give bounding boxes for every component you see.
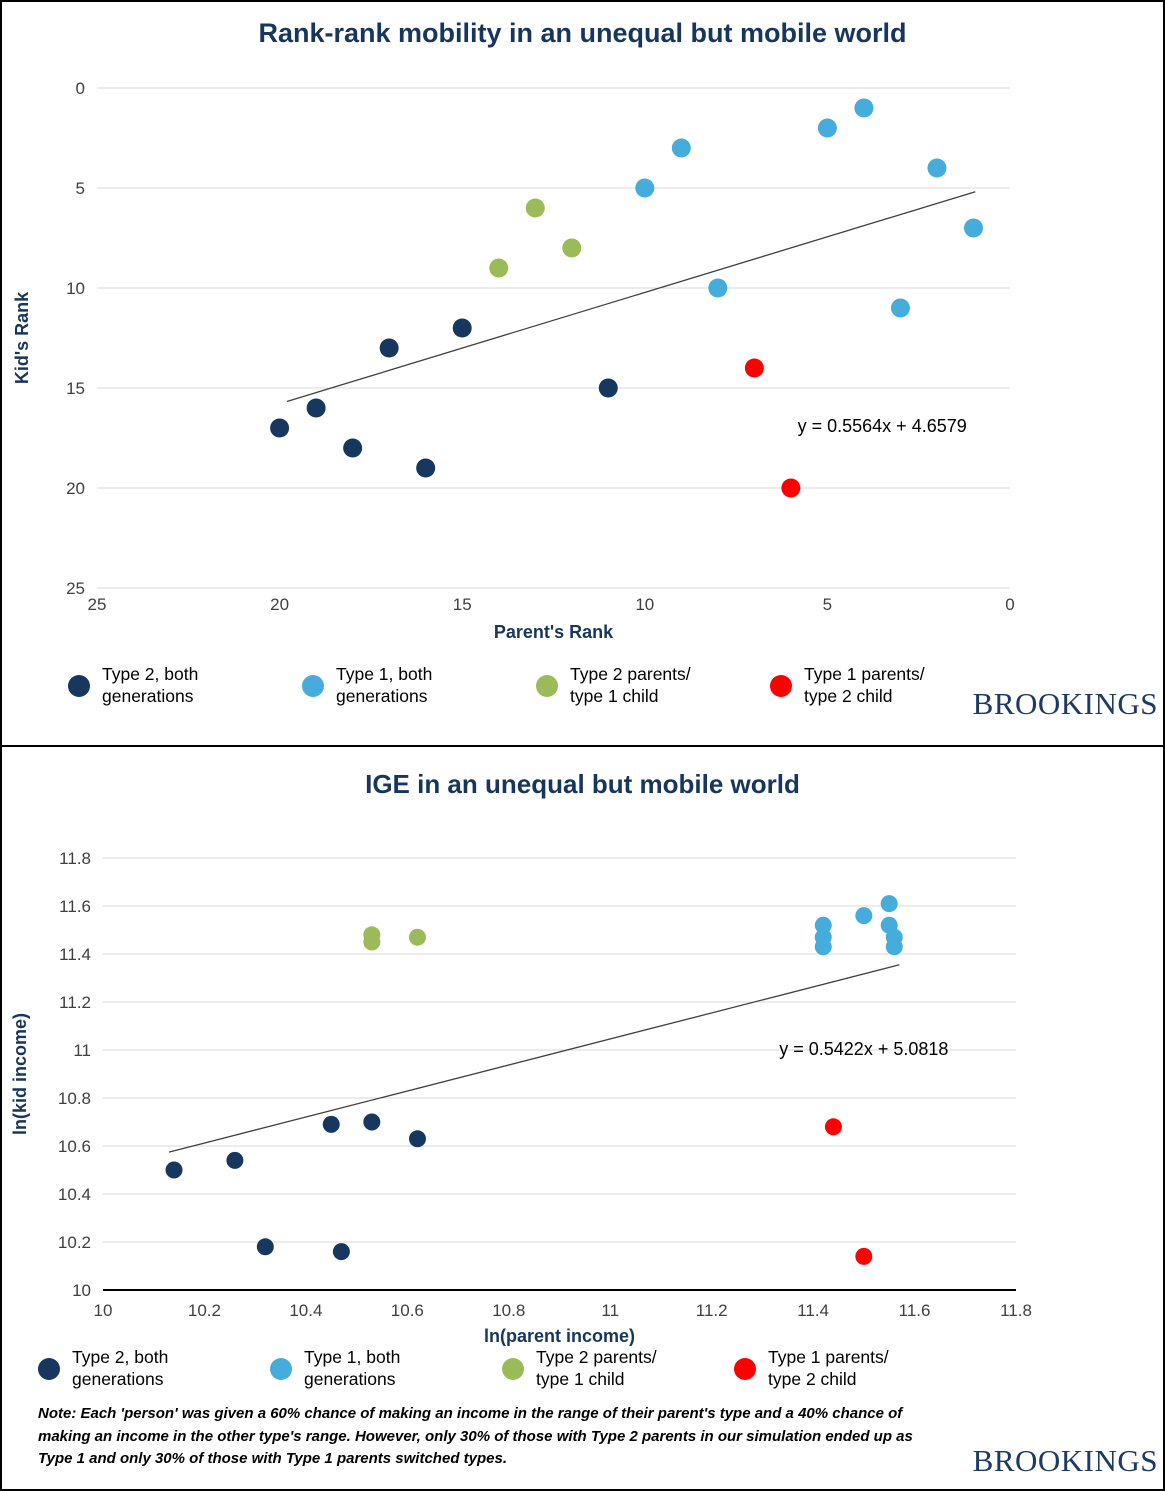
type1-dot-icon bbox=[270, 1357, 292, 1380]
svg-text:10.4: 10.4 bbox=[289, 1301, 322, 1320]
ige-chart-panel: IGE in an unequal but mobile world 10 10.… bbox=[0, 745, 1165, 1491]
type2-parents-dot-icon bbox=[536, 674, 558, 697]
legend-label: Type 2, both generations bbox=[72, 1347, 169, 1389]
type1-dot-icon bbox=[302, 674, 324, 697]
svg-text:11.2: 11.2 bbox=[696, 1301, 728, 1320]
svg-text:10: 10 bbox=[94, 1301, 113, 1320]
svg-text:10.8: 10.8 bbox=[492, 1301, 525, 1320]
svg-text:5: 5 bbox=[823, 595, 832, 614]
svg-text:11.2: 11.2 bbox=[59, 993, 91, 1012]
svg-text:25: 25 bbox=[66, 579, 85, 598]
svg-text:y = 0.5564x + 4.6579: y = 0.5564x + 4.6579 bbox=[798, 416, 967, 436]
svg-text:20: 20 bbox=[66, 479, 85, 498]
rank-mobility-chart-panel: Rank-rank mobility in an unequal but mob… bbox=[0, 0, 1165, 747]
legend-label: Type 1 parents/ type 2 child bbox=[804, 664, 925, 706]
legend-item-type1-both: Type 1, both generations bbox=[270, 1347, 446, 1391]
svg-text:Kid's Rank: Kid's Rank bbox=[12, 291, 32, 384]
svg-text:10: 10 bbox=[635, 595, 654, 614]
svg-text:0: 0 bbox=[1005, 595, 1014, 614]
svg-text:15: 15 bbox=[66, 379, 85, 398]
ige-scatter-chart: 10 10.2 10.4 10.6 10.8 11 11.2 11.4 11.6 11.8 10 10… bbox=[10, 849, 1032, 1346]
svg-text:11.8: 11.8 bbox=[59, 849, 91, 868]
type1-parents-dot-icon bbox=[770, 674, 792, 697]
type2-parents-dot-icon bbox=[502, 1357, 524, 1380]
svg-text:10.2: 10.2 bbox=[188, 1301, 221, 1320]
legend-label: Type 1, both generations bbox=[304, 1347, 401, 1389]
legend-item-type2-both: Type 2, both generations bbox=[68, 664, 244, 708]
legend-label: Type 1, both generations bbox=[336, 664, 433, 706]
svg-text:20: 20 bbox=[270, 595, 289, 614]
svg-text:11.4: 11.4 bbox=[797, 1301, 829, 1320]
legend-item-type1-both: Type 1, both generations bbox=[302, 664, 478, 708]
rank-chart-title: Rank-rank mobility in an unequal but mob… bbox=[258, 18, 907, 48]
legend-item-type2-parents: Type 2 parents/ type 1 child bbox=[536, 664, 712, 708]
ige-chart-title: IGE in an unequal but mobile world bbox=[365, 769, 800, 799]
legend-item-type2-both: Type 2, both generations bbox=[38, 1347, 214, 1391]
legend-label: Type 2 parents/ type 1 child bbox=[536, 1347, 657, 1389]
legend-label: Type 2, both generations bbox=[102, 664, 199, 706]
svg-text:11.8: 11.8 bbox=[1000, 1301, 1032, 1320]
svg-text:11.6: 11.6 bbox=[59, 897, 91, 916]
svg-text:15: 15 bbox=[453, 595, 472, 614]
legend: Type 2, both generations Type 1, both ge… bbox=[68, 664, 946, 708]
svg-text:ln(kid income): ln(kid income) bbox=[10, 1013, 30, 1135]
simulation-note: Note: Each 'person' was given a 60% chan… bbox=[38, 1405, 913, 1467]
svg-text:10: 10 bbox=[66, 279, 85, 298]
svg-text:10: 10 bbox=[72, 1281, 91, 1300]
brookings-logo: BROOKINGS bbox=[972, 686, 1158, 721]
svg-text:Parent's Rank: Parent's Rank bbox=[494, 622, 614, 642]
svg-text:25: 25 bbox=[88, 595, 107, 614]
legend-label: Type 2 parents/ type 1 child bbox=[570, 664, 691, 706]
svg-text:10.6: 10.6 bbox=[58, 1137, 91, 1156]
svg-text:0: 0 bbox=[76, 79, 85, 98]
legend-label: Type 1 parents/ type 2 child bbox=[768, 1347, 889, 1389]
svg-text:11: 11 bbox=[601, 1301, 619, 1320]
legend: Type 2, both generations Type 1, both ge… bbox=[38, 1347, 910, 1391]
svg-text:11.4: 11.4 bbox=[59, 945, 91, 964]
svg-text:11: 11 bbox=[73, 1041, 91, 1060]
svg-text:10.6: 10.6 bbox=[391, 1301, 424, 1320]
svg-text:10.4: 10.4 bbox=[58, 1185, 91, 1204]
type2-dot-icon bbox=[68, 674, 90, 697]
brookings-logo: BROOKINGS bbox=[972, 1443, 1158, 1478]
svg-text:11.6: 11.6 bbox=[899, 1301, 931, 1320]
legend-item-type1-parents: Type 1 parents/ type 2 child bbox=[734, 1347, 910, 1391]
legend-item-type1-parents: Type 1 parents/ type 2 child bbox=[770, 664, 946, 708]
svg-text:10.8: 10.8 bbox=[58, 1089, 91, 1108]
svg-text:y = 0.5422x + 5.0818: y = 0.5422x + 5.0818 bbox=[779, 1039, 948, 1059]
type2-dot-icon bbox=[38, 1357, 60, 1380]
legend-item-type2-parents: Type 2 parents/ type 1 child bbox=[502, 1347, 678, 1391]
type1-parents-dot-icon bbox=[734, 1357, 756, 1380]
svg-text:ln(parent income): ln(parent income) bbox=[484, 1326, 635, 1346]
svg-text:5: 5 bbox=[76, 179, 85, 198]
svg-text:10.2: 10.2 bbox=[58, 1233, 91, 1252]
